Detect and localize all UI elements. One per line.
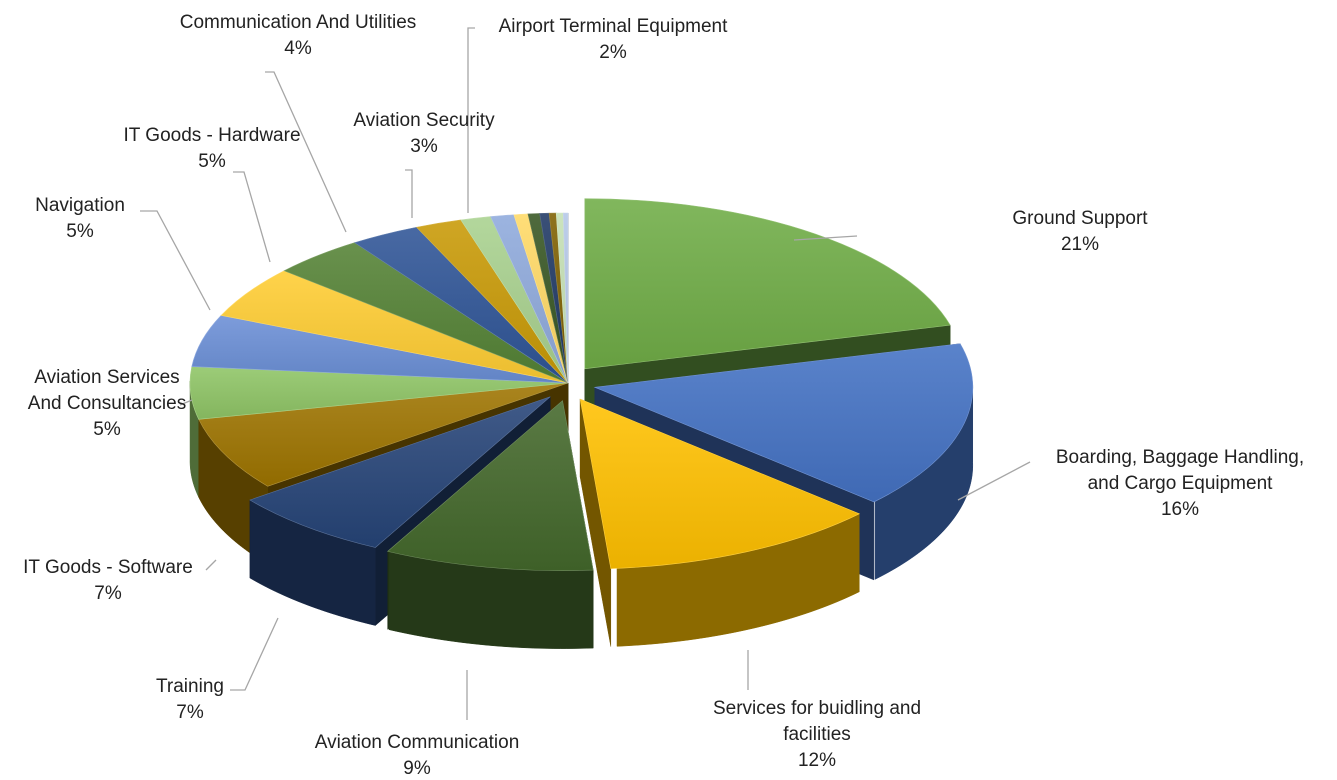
slice-label-text: Aviation Communication — [315, 732, 520, 753]
leader-line — [179, 399, 193, 406]
label-boarding-baggage-handling-and-cargo-equipment: Boarding, Baggage Handling, and Cargo Equ… — [1056, 447, 1304, 520]
label-it-goods-software: IT Goods - Software 7% — [23, 557, 193, 604]
slice-label-text: IT Goods - Software — [23, 557, 193, 578]
slice-percent-label: 9% — [403, 758, 431, 779]
slice-label-text: Airport Terminal Equipment — [499, 16, 729, 37]
slice-label-text: Aviation Services — [34, 367, 179, 388]
slice-percent-label: 4% — [284, 38, 312, 59]
pie-top-layer — [189, 198, 974, 571]
slice-percent-label: 3% — [410, 136, 438, 157]
label-ground-support: Ground Support 21% — [1012, 208, 1148, 255]
pie-slice-minor — [562, 212, 569, 384]
slice-percent-label: 7% — [94, 583, 122, 604]
pie-slice-boarding-baggage-handling-and-cargo-equipment — [593, 343, 974, 503]
leader-line — [233, 171, 271, 263]
slice-label-text: Aviation Security — [353, 110, 495, 131]
label-services-for-buidling-and-facilities: Services for buidling and facilities 12% — [713, 698, 921, 771]
slice-percent-label: 5% — [93, 419, 121, 440]
leader-line — [230, 617, 279, 691]
slice-percent-label: 16% — [1161, 499, 1199, 520]
slice-label-text: Training — [156, 676, 224, 697]
slice-label-text: And Consultancies — [28, 393, 186, 414]
pie-slice-training — [249, 396, 551, 548]
leader-line — [793, 235, 858, 241]
leader-line — [205, 559, 217, 571]
label-it-goods-hardware: IT Goods - Hardware 5% — [123, 125, 300, 172]
slice-labels: Ground Support 21% Boarding, Baggage Handl… — [23, 12, 1304, 779]
leader-line — [405, 169, 413, 218]
slice-percent-label: 2% — [599, 42, 627, 63]
leader-line — [467, 27, 475, 213]
label-communication-and-utilities: Communication And Utilities 4% — [180, 12, 417, 59]
slice-label-text: facilities — [783, 724, 851, 745]
slice-label-text: Ground Support — [1012, 208, 1148, 229]
slice-label-text: Communication And Utilities — [180, 12, 417, 33]
label-navigation: Navigation 5% — [35, 195, 125, 242]
slice-percent-label: 12% — [798, 750, 836, 771]
pie-slice-services-for-buidling-and-facilities — [579, 398, 860, 569]
label-aviation-services-and-consultancies: Aviation Services And Consultancies 5% — [28, 367, 186, 440]
label-airport-terminal-equipment: Airport Terminal Equipment 2% — [499, 16, 729, 63]
slice-percent-label: 5% — [66, 221, 94, 242]
leader-line — [957, 461, 1031, 501]
leader-line — [265, 71, 347, 233]
pie-slice-it-goods-software — [198, 382, 569, 487]
label-aviation-communication: Aviation Communication 9% — [315, 732, 520, 779]
slice-percent-label: 5% — [198, 151, 226, 172]
slice-label-text: and Cargo Equipment — [1088, 473, 1274, 494]
label-training: Training 7% — [156, 676, 224, 723]
leader-line — [140, 210, 211, 311]
slice-label-text: Navigation — [35, 195, 125, 216]
leader-lines — [140, 27, 1031, 720]
pie-slice-ground-support — [584, 198, 951, 370]
label-aviation-security: Aviation Security 3% — [353, 110, 495, 157]
pie-slice-aviation-communication — [387, 400, 594, 571]
slice-label-text: Boarding, Baggage Handling, — [1056, 447, 1304, 468]
slice-percent-label: 21% — [1061, 234, 1099, 255]
slice-label-text: Services for buidling and — [713, 698, 921, 719]
slice-label-text: IT Goods - Hardware — [123, 125, 300, 146]
slice-percent-label: 7% — [176, 702, 204, 723]
